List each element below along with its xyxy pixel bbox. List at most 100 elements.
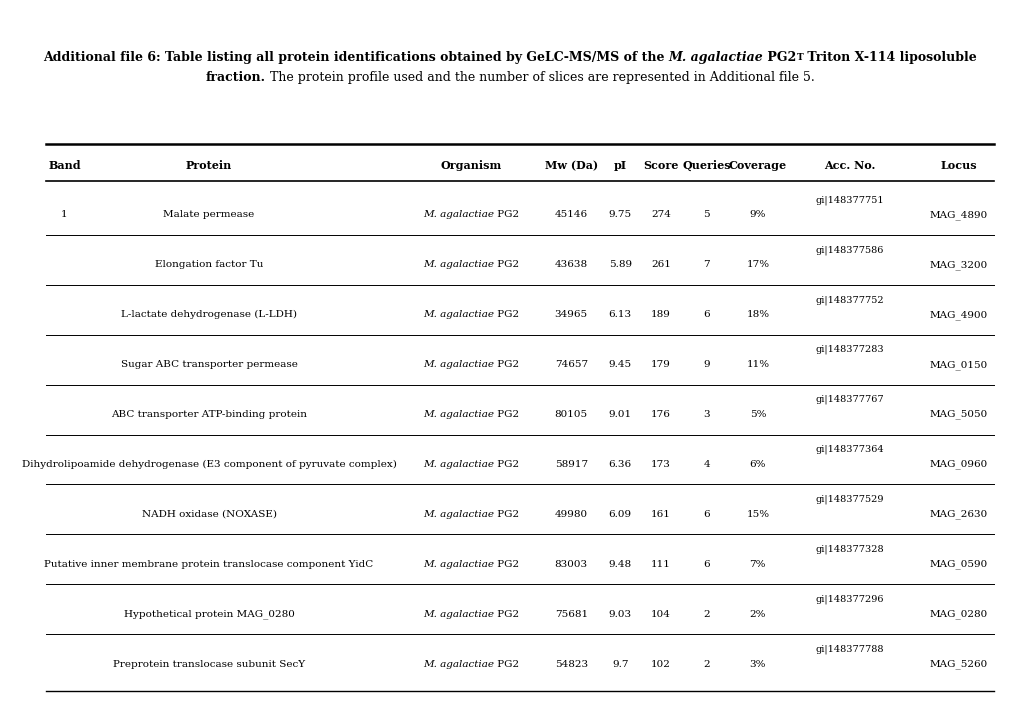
Text: Queries: Queries — [682, 160, 731, 171]
Text: gi|148377767: gi|148377767 — [814, 395, 883, 405]
Text: 75681: 75681 — [554, 610, 587, 618]
Text: 6: 6 — [703, 310, 709, 319]
Text: PG2: PG2 — [493, 360, 519, 369]
Text: MAG_0150: MAG_0150 — [928, 360, 987, 369]
Text: Hypothetical protein MAG_0280: Hypothetical protein MAG_0280 — [123, 609, 294, 619]
Text: 9%: 9% — [749, 210, 765, 220]
Text: 74657: 74657 — [554, 360, 587, 369]
Text: 5: 5 — [703, 210, 709, 220]
Text: 49980: 49980 — [554, 510, 587, 519]
Text: PG2: PG2 — [493, 410, 519, 419]
Text: 18%: 18% — [746, 310, 768, 319]
Text: Locus: Locus — [940, 160, 976, 171]
Text: 2: 2 — [703, 660, 709, 669]
Text: 1: 1 — [61, 210, 67, 220]
Text: 5.89: 5.89 — [608, 261, 631, 269]
Text: gi|148377296: gi|148377296 — [814, 595, 883, 604]
Text: Preprotein translocase subunit SecY: Preprotein translocase subunit SecY — [113, 660, 305, 669]
Text: 274: 274 — [650, 210, 671, 220]
Text: M. agalactiae: M. agalactiae — [423, 610, 493, 618]
Text: 6: 6 — [703, 559, 709, 569]
Text: 15%: 15% — [746, 510, 768, 519]
Text: 11%: 11% — [746, 360, 768, 369]
Text: Mw (Da): Mw (Da) — [544, 160, 597, 171]
Text: 9.48: 9.48 — [608, 559, 631, 569]
Text: MAG_4890: MAG_4890 — [928, 210, 987, 220]
Text: gi|148377529: gi|148377529 — [814, 495, 883, 504]
Text: Sugar ABC transporter permease: Sugar ABC transporter permease — [120, 360, 298, 369]
Text: 9.75: 9.75 — [608, 210, 631, 220]
Text: 5%: 5% — [749, 410, 765, 419]
Text: M. agalactiae: M. agalactiae — [668, 51, 762, 64]
Text: M. agalactiae: M. agalactiae — [423, 510, 493, 519]
Text: gi|148377328: gi|148377328 — [814, 544, 883, 554]
Text: M. agalactiae: M. agalactiae — [423, 261, 493, 269]
Text: 9.7: 9.7 — [611, 660, 628, 669]
Text: MAG_2630: MAG_2630 — [928, 510, 987, 519]
Text: PG2: PG2 — [493, 310, 519, 319]
Text: gi|148377586: gi|148377586 — [814, 245, 883, 255]
Text: T: T — [796, 53, 803, 62]
Text: 7: 7 — [703, 261, 709, 269]
Text: MAG_0590: MAG_0590 — [928, 559, 987, 569]
Text: gi|148377752: gi|148377752 — [814, 295, 883, 305]
Text: 9.01: 9.01 — [608, 410, 631, 419]
Text: 161: 161 — [650, 510, 671, 519]
Text: 176: 176 — [650, 410, 671, 419]
Text: NADH oxidase (NOXASE): NADH oxidase (NOXASE) — [142, 510, 276, 519]
Text: Putative inner membrane protein translocase component YidC: Putative inner membrane protein transloc… — [45, 559, 373, 569]
Text: 6.13: 6.13 — [608, 310, 631, 319]
Text: 45146: 45146 — [554, 210, 587, 220]
Text: 189: 189 — [650, 310, 671, 319]
Text: 83003: 83003 — [554, 559, 587, 569]
Text: PG2: PG2 — [493, 510, 519, 519]
Text: 3%: 3% — [749, 660, 765, 669]
Text: 6.09: 6.09 — [608, 510, 631, 519]
Text: 7%: 7% — [749, 559, 765, 569]
Text: PG2: PG2 — [493, 261, 519, 269]
Text: 102: 102 — [650, 660, 671, 669]
Text: Score: Score — [643, 160, 678, 171]
Text: 17%: 17% — [746, 261, 768, 269]
Text: M. agalactiae: M. agalactiae — [423, 559, 493, 569]
Text: Organism: Organism — [440, 160, 501, 171]
Text: 80105: 80105 — [554, 410, 587, 419]
Text: 9.03: 9.03 — [608, 610, 631, 618]
Text: 58917: 58917 — [554, 460, 587, 469]
Text: 9: 9 — [703, 360, 709, 369]
Text: 6%: 6% — [749, 460, 765, 469]
Text: gi|148377788: gi|148377788 — [814, 644, 883, 654]
Text: M. agalactiae: M. agalactiae — [423, 360, 493, 369]
Text: 2%: 2% — [749, 610, 765, 618]
Text: 9.45: 9.45 — [608, 360, 631, 369]
Text: pI: pI — [613, 160, 626, 171]
Text: Band: Band — [49, 160, 82, 171]
Text: Additional file 6: Table listing all protein identifications obtained by GeLC-MS: Additional file 6: Table listing all pro… — [43, 51, 668, 64]
Text: 43638: 43638 — [554, 261, 587, 269]
Text: PG2: PG2 — [493, 610, 519, 618]
Text: 6: 6 — [703, 510, 709, 519]
Text: M. agalactiae: M. agalactiae — [423, 210, 493, 220]
Text: MAG_4900: MAG_4900 — [928, 310, 987, 320]
Text: Dihydrolipoamide dehydrogenase (E3 component of pyruvate complex): Dihydrolipoamide dehydrogenase (E3 compo… — [21, 460, 396, 469]
Text: Malate permease: Malate permease — [163, 210, 255, 220]
Text: PG2: PG2 — [762, 51, 796, 64]
Text: PG2: PG2 — [493, 660, 519, 669]
Text: gi|148377364: gi|148377364 — [814, 445, 883, 454]
Text: 261: 261 — [650, 261, 671, 269]
Text: Protein: Protein — [185, 160, 232, 171]
Text: PG2: PG2 — [493, 559, 519, 569]
Text: gi|148377751: gi|148377751 — [814, 195, 883, 204]
Text: 54823: 54823 — [554, 660, 587, 669]
Text: PG2: PG2 — [493, 210, 519, 220]
Text: M. agalactiae: M. agalactiae — [423, 410, 493, 419]
Text: 3: 3 — [703, 410, 709, 419]
Text: 173: 173 — [650, 460, 671, 469]
Text: MAG_0960: MAG_0960 — [928, 459, 987, 469]
Text: 179: 179 — [650, 360, 671, 369]
Text: Acc. No.: Acc. No. — [823, 160, 874, 171]
Text: 34965: 34965 — [554, 310, 587, 319]
Text: MAG_5050: MAG_5050 — [928, 410, 987, 420]
Text: Triton X-114 liposoluble: Triton X-114 liposoluble — [803, 51, 976, 64]
Text: 2: 2 — [703, 610, 709, 618]
